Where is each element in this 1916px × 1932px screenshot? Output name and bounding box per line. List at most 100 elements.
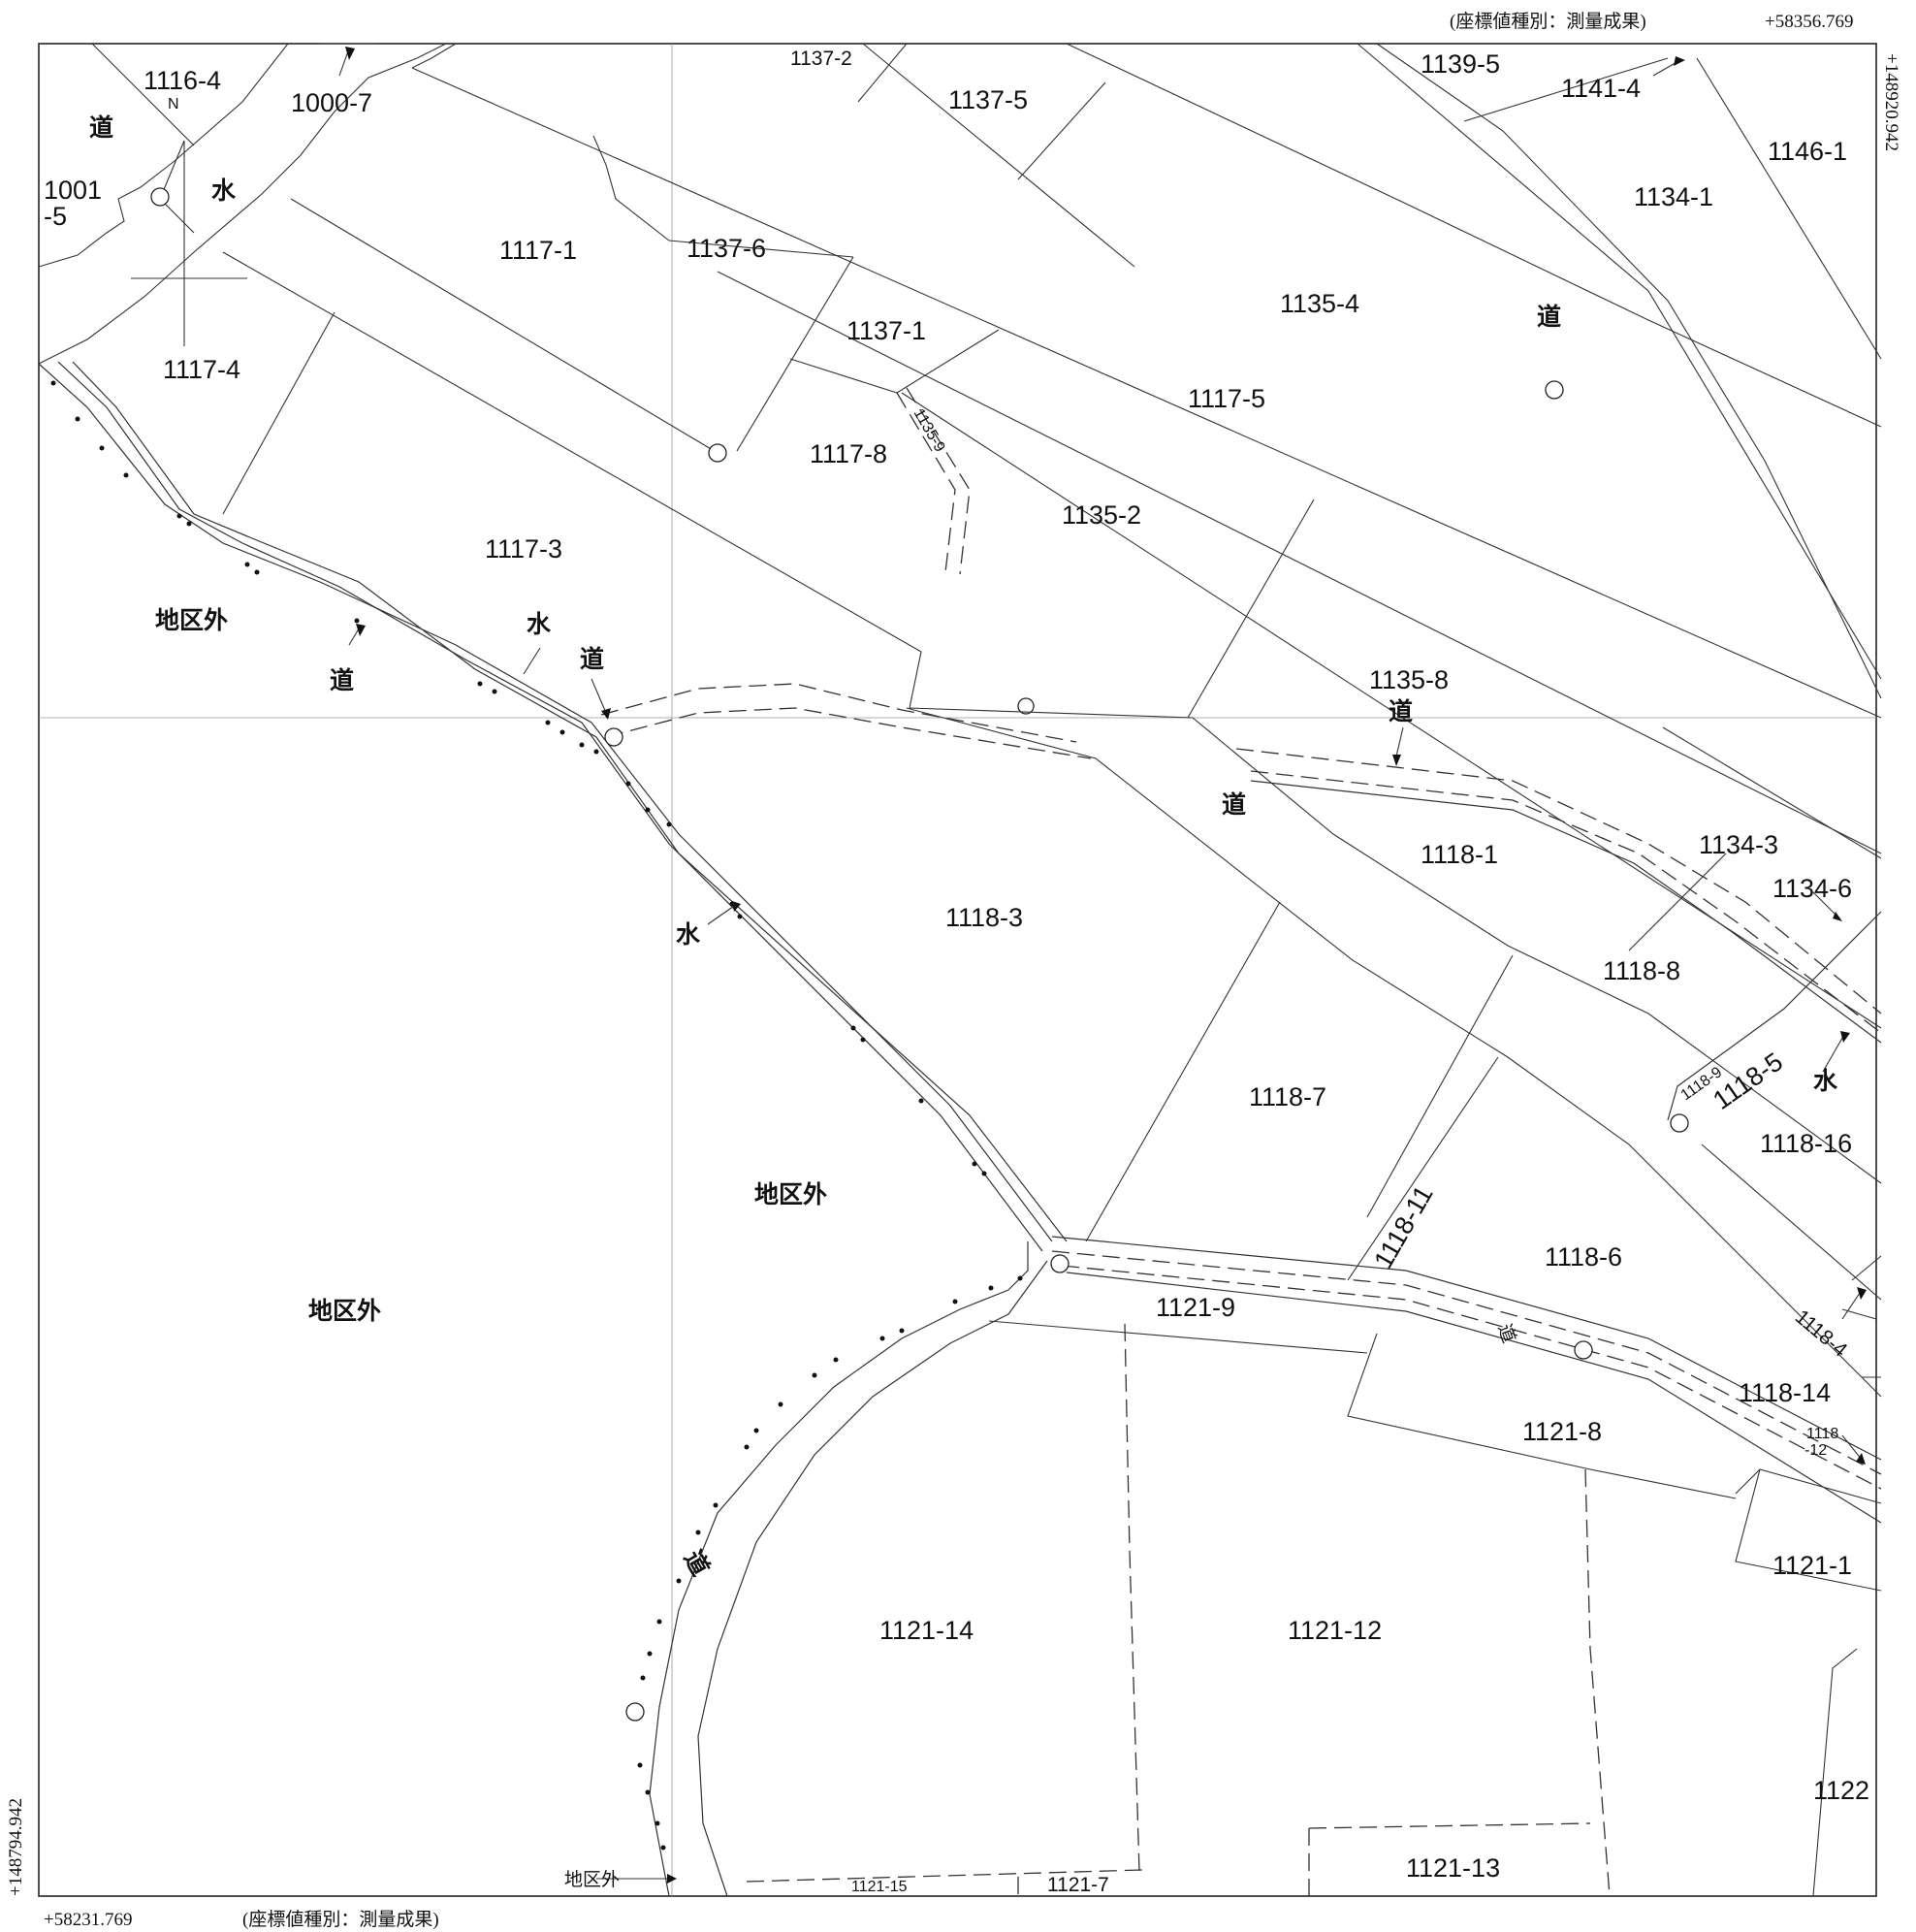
parcel-boundary xyxy=(1851,1255,1882,1281)
parcel-label: 1139-5 xyxy=(1421,49,1500,79)
parcel-label: 1135-4 xyxy=(1280,289,1359,318)
road-edge-dashed xyxy=(600,683,1077,743)
parcel-boundary xyxy=(1376,43,1882,699)
parcel-boundary xyxy=(1812,1648,1858,1897)
parcel-boundary xyxy=(222,311,335,515)
map-frame xyxy=(38,43,1877,1897)
parcel-label: 1135-9 xyxy=(910,406,948,456)
parcel-boundary xyxy=(38,43,447,365)
parcel-label: 1137-2 xyxy=(790,48,852,70)
parcel-boundary xyxy=(1347,1056,1499,1281)
parcel-label: 1122 xyxy=(1813,1776,1869,1805)
road-edge xyxy=(649,1241,1029,1897)
parcel-label: 1118-3 xyxy=(945,903,1023,932)
benchmark-icon xyxy=(1017,697,1035,715)
parcel-boundary-dashed xyxy=(1584,1468,1611,1897)
parcel-boundary xyxy=(717,271,1882,854)
water-label: 水 xyxy=(676,920,701,949)
parcel-label: 1121-15 xyxy=(851,1879,908,1895)
parcel-label: 1134-3 xyxy=(1699,830,1778,859)
benchmark-icon xyxy=(625,1702,645,1722)
road-label: 道 xyxy=(679,1546,716,1581)
parcel-boundary xyxy=(1366,954,1514,1218)
leader-arrows xyxy=(338,47,1867,1884)
parcel-boundary xyxy=(862,43,1135,268)
parcel-label: 1118-1 xyxy=(1421,840,1498,869)
north-label: N xyxy=(168,96,179,113)
parcel-label: 1134-6 xyxy=(1772,874,1852,903)
benchmark-icon xyxy=(708,443,727,463)
parcel-boundary xyxy=(1017,81,1106,180)
parcel-label: 1141-4 xyxy=(1561,74,1641,103)
parcel-boundary xyxy=(988,1320,1368,1354)
parcel-label: 1137-6 xyxy=(687,234,766,263)
parcel-label: 1118-6 xyxy=(1545,1242,1622,1272)
parcel-label: 1117-1 xyxy=(499,236,577,265)
road-label: 道 xyxy=(1222,790,1246,819)
parcel-boundary xyxy=(222,251,922,653)
parcel-boundary xyxy=(1735,1468,1882,1504)
parcel-boundary xyxy=(1696,57,1882,360)
coord-type-top: (座標値種別：測量成果) xyxy=(1450,11,1646,32)
waterway-dots xyxy=(50,380,987,1176)
coord-x-top: +58356.769 xyxy=(1765,12,1853,32)
road-edge xyxy=(906,707,1882,1398)
parcel-boundary xyxy=(736,256,854,452)
parcel-boundary xyxy=(91,43,195,146)
coord-type-bottom: (座標値種別：測量成果) xyxy=(242,1909,439,1930)
benchmark-icon xyxy=(1574,1340,1593,1360)
parcel-boundary xyxy=(857,43,908,103)
coord-y-left: +148794.942 xyxy=(6,1798,26,1896)
parcel-label: 1117-4 xyxy=(163,355,240,384)
parcel-boundary xyxy=(290,198,718,454)
parcel-label: 1118-4 xyxy=(1791,1305,1852,1362)
outside-area-label: 地区外 xyxy=(754,1180,827,1208)
parcel-label: 1121-7 xyxy=(1047,1874,1109,1896)
parcel-label: 1146-1 xyxy=(1768,137,1847,166)
parcel-boundary xyxy=(1463,57,1669,122)
outside-area-label: 地区外 xyxy=(308,1297,381,1325)
outside-area-label: 地区外 xyxy=(564,1869,620,1890)
parcel-boundary xyxy=(38,43,289,268)
parcel-boundary-dashed xyxy=(896,392,956,573)
parcel-boundary-dashed xyxy=(906,387,971,575)
road-edge xyxy=(1667,911,1882,1121)
coord-x-bottom: +58231.769 xyxy=(44,1910,132,1930)
parcel-label: 1118-11 xyxy=(1368,1180,1439,1273)
parcel-boundary-dashed xyxy=(1124,1323,1140,1873)
road-label: 道 xyxy=(580,645,604,673)
benchmark-icon xyxy=(604,727,623,747)
parcel-label: 1117-3 xyxy=(485,534,562,564)
parcel-boundary xyxy=(1735,1468,1882,1592)
waterway-edge xyxy=(72,361,1068,1242)
road-label: 道 xyxy=(1389,697,1413,725)
parcel-label: 1001 xyxy=(44,176,102,205)
parcel-boundary xyxy=(1347,1333,1737,1499)
parcel-boundary xyxy=(592,135,854,258)
parcel-label: 1117-8 xyxy=(810,439,887,468)
parcel-label: 1118-16 xyxy=(1760,1129,1852,1158)
parcel-labels: 1116-4 1000-7 1001 -5 1117-1 1117-4 1117… xyxy=(44,48,1869,1896)
parcel-label: 1121-9 xyxy=(1156,1293,1235,1322)
water-label: 水 xyxy=(211,177,237,205)
parcel-label: 1134-1 xyxy=(1634,182,1713,211)
parcel-boundary xyxy=(1187,499,1315,719)
road-edge-dashed xyxy=(1235,748,1882,1014)
parcel-label: 1137-5 xyxy=(948,85,1028,114)
waterway-edge xyxy=(38,363,1053,1242)
parcel-boundary xyxy=(411,43,457,69)
parcel-boundary xyxy=(1357,43,1882,680)
parcel-label: -12 xyxy=(1804,1442,1827,1459)
benchmark-icon xyxy=(1050,1254,1070,1273)
coord-y-right: +148920.942 xyxy=(1881,53,1901,151)
parcel-label: 1117-5 xyxy=(1188,384,1265,413)
parcel-label: 1118-7 xyxy=(1249,1082,1326,1111)
parcel-label: 1135-2 xyxy=(1062,500,1141,530)
road-edge-dashed xyxy=(605,707,1092,759)
parcel-label: 1135-8 xyxy=(1369,665,1449,694)
parcel-label: 1118-14 xyxy=(1739,1378,1831,1407)
benchmark-icon xyxy=(1545,380,1564,400)
outside-area-label: 地区外 xyxy=(155,606,228,634)
parcel-boundary xyxy=(1085,901,1281,1242)
parcel-label: 1121-1 xyxy=(1772,1551,1852,1580)
